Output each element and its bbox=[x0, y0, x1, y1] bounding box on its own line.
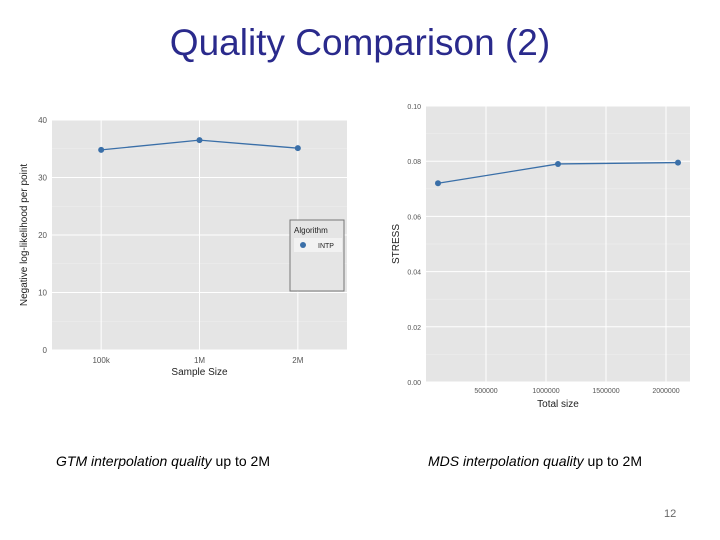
x-tick-label: 500000 bbox=[474, 388, 497, 395]
x-axis-label: Total size bbox=[537, 399, 579, 410]
data-point bbox=[294, 145, 301, 152]
y-tick-label: 0 bbox=[43, 346, 48, 355]
legend-box bbox=[289, 219, 345, 292]
x-tick-label: 1000000 bbox=[532, 388, 559, 395]
y-tick-label: 0.02 bbox=[407, 325, 421, 332]
mds-chart: 0.00 0.02 0.04 0.06 0.08 0.10 500000 1000000 150… bbox=[391, 104, 690, 410]
x-axis-label: Sample Size bbox=[171, 367, 228, 378]
legend-key-bg bbox=[294, 238, 342, 252]
data-point bbox=[98, 146, 105, 153]
y-tick-label: 0.08 bbox=[407, 159, 421, 166]
caption-mds-italic: MDS interpolation quality bbox=[428, 453, 584, 469]
y-tick-label: 0.10 bbox=[407, 104, 421, 111]
y-tick-label: 10 bbox=[38, 289, 47, 298]
caption-gtm: GTM interpolation quality up to 2M bbox=[56, 453, 270, 469]
legend-label-intp: INTP bbox=[318, 243, 334, 250]
x-tick-label: 1M bbox=[194, 356, 205, 365]
y-tick-label: 0.00 bbox=[407, 380, 421, 387]
x-tick-label: 2000000 bbox=[652, 388, 679, 395]
legend-key-point bbox=[300, 242, 306, 248]
data-point bbox=[555, 160, 561, 167]
slide-title: Quality Comparison (2) bbox=[169, 22, 551, 63]
caption-gtm-rest: up to 2M bbox=[211, 453, 271, 469]
x-tick-label: 2M bbox=[292, 356, 303, 365]
caption-mds-rest: up to 2M bbox=[583, 453, 643, 469]
y-tick-label: 30 bbox=[38, 174, 47, 183]
gtm-chart: 0 10 20 30 40 100k 1M 2M Sample Size Negative log… bbox=[19, 116, 347, 378]
caption-mds: MDS interpolation quality up to 2M bbox=[428, 453, 642, 469]
data-point bbox=[675, 159, 681, 166]
page-number: 12 bbox=[664, 508, 677, 520]
x-tick-label: 1500000 bbox=[592, 388, 619, 395]
y-tick-label: 40 bbox=[38, 116, 47, 125]
data-point bbox=[196, 137, 203, 144]
y-tick-label: 0.06 bbox=[407, 214, 421, 221]
caption-gtm-italic: GTM interpolation quality bbox=[56, 453, 212, 469]
y-axis-label: Negative log-likelihood per point bbox=[19, 164, 30, 307]
legend-title: Algorithm bbox=[294, 226, 328, 235]
y-axis-label: STRESS bbox=[391, 224, 402, 264]
x-tick-label: 100k bbox=[92, 356, 110, 365]
y-tick-label: 20 bbox=[38, 231, 47, 240]
data-point bbox=[435, 180, 441, 187]
y-tick-label: 0.04 bbox=[407, 270, 421, 277]
